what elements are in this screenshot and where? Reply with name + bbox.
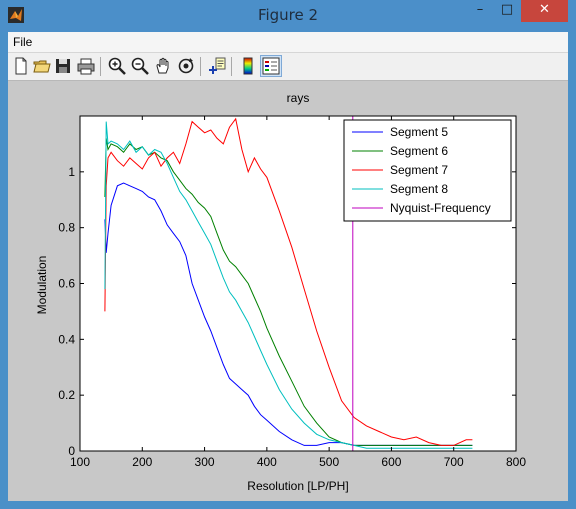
x-tick-label: 400 xyxy=(257,455,277,469)
toolbar-separator xyxy=(100,57,101,76)
open-icon[interactable] xyxy=(32,56,52,76)
series-line-segment-6 xyxy=(104,138,473,446)
new-figure-icon[interactable] xyxy=(11,56,31,76)
toolbar-separator xyxy=(200,57,201,76)
matlab-logo-icon xyxy=(8,7,24,23)
colorbar-icon[interactable] xyxy=(238,56,258,76)
data-cursor-icon[interactable] xyxy=(207,56,227,76)
line-chart[interactable]: 100 200 300 400 500 600 700 800 0 0.2 0.4 0.6 0.8 1 r… xyxy=(8,81,568,501)
figure-toolbar xyxy=(8,53,568,81)
legend[interactable]: Segment 5 Segment 6 Segment 7 Segment 8 Nyqu… xyxy=(343,119,512,222)
x-tick-label: 600 xyxy=(381,455,401,469)
save-icon[interactable] xyxy=(53,56,73,76)
x-tick-label: 100 xyxy=(70,455,90,469)
x-tick-label: 200 xyxy=(132,455,152,469)
legend-label: Nyquist-Frequency xyxy=(390,201,491,215)
y-tick-label: 0.2 xyxy=(58,388,75,402)
y-tick-label: 0.6 xyxy=(58,277,75,291)
pan-icon[interactable] xyxy=(153,56,173,76)
legend-label: Segment 8 xyxy=(390,182,448,196)
x-tick-label: 700 xyxy=(444,455,464,469)
y-axis-label: Modulation xyxy=(35,256,49,315)
y-tick-label: 0.8 xyxy=(58,221,75,235)
rotate-icon[interactable] xyxy=(176,56,196,76)
x-axis-label: Resolution [LP/PH] xyxy=(247,479,348,493)
minimize-button[interactable]: – xyxy=(476,2,484,17)
toolbar-separator xyxy=(231,57,232,76)
close-button[interactable]: ✕ xyxy=(521,0,568,22)
legend-label: Segment 5 xyxy=(390,125,448,139)
window-title: Figure 2 xyxy=(257,6,319,24)
menu-file[interactable]: File xyxy=(13,35,33,49)
menu-bar: File xyxy=(8,32,568,53)
plot-area: 100 200 300 400 500 600 700 800 0 0.2 0.4 0.6 0.8 1 r… xyxy=(8,81,568,501)
x-tick-label: 300 xyxy=(195,455,215,469)
y-tick-label: 0.4 xyxy=(58,332,75,346)
legend-label: Segment 7 xyxy=(390,163,448,177)
x-tick-label: 800 xyxy=(506,455,526,469)
zoom-in-icon[interactable] xyxy=(107,56,127,76)
series-line-segment-7 xyxy=(104,117,473,446)
print-icon[interactable] xyxy=(76,56,96,76)
y-tick-label: 1 xyxy=(68,165,75,179)
figure-client-area: File xyxy=(8,32,568,501)
x-tick-label: 500 xyxy=(319,455,339,469)
zoom-out-icon[interactable] xyxy=(130,56,150,76)
title-bar[interactable]: Figure 2 – □ ✕ xyxy=(0,0,576,32)
maximize-button[interactable]: □ xyxy=(500,2,514,17)
chart-title: rays xyxy=(287,91,310,105)
y-tick-label: 0 xyxy=(68,444,75,458)
legend-icon[interactable] xyxy=(260,55,282,77)
series-line-segment-8 xyxy=(104,121,473,449)
axis-ticks: 100 200 300 400 500 600 700 800 0 0.2 0.4 0.6 0.8 1 xyxy=(58,116,526,469)
legend-label: Segment 6 xyxy=(390,144,448,158)
